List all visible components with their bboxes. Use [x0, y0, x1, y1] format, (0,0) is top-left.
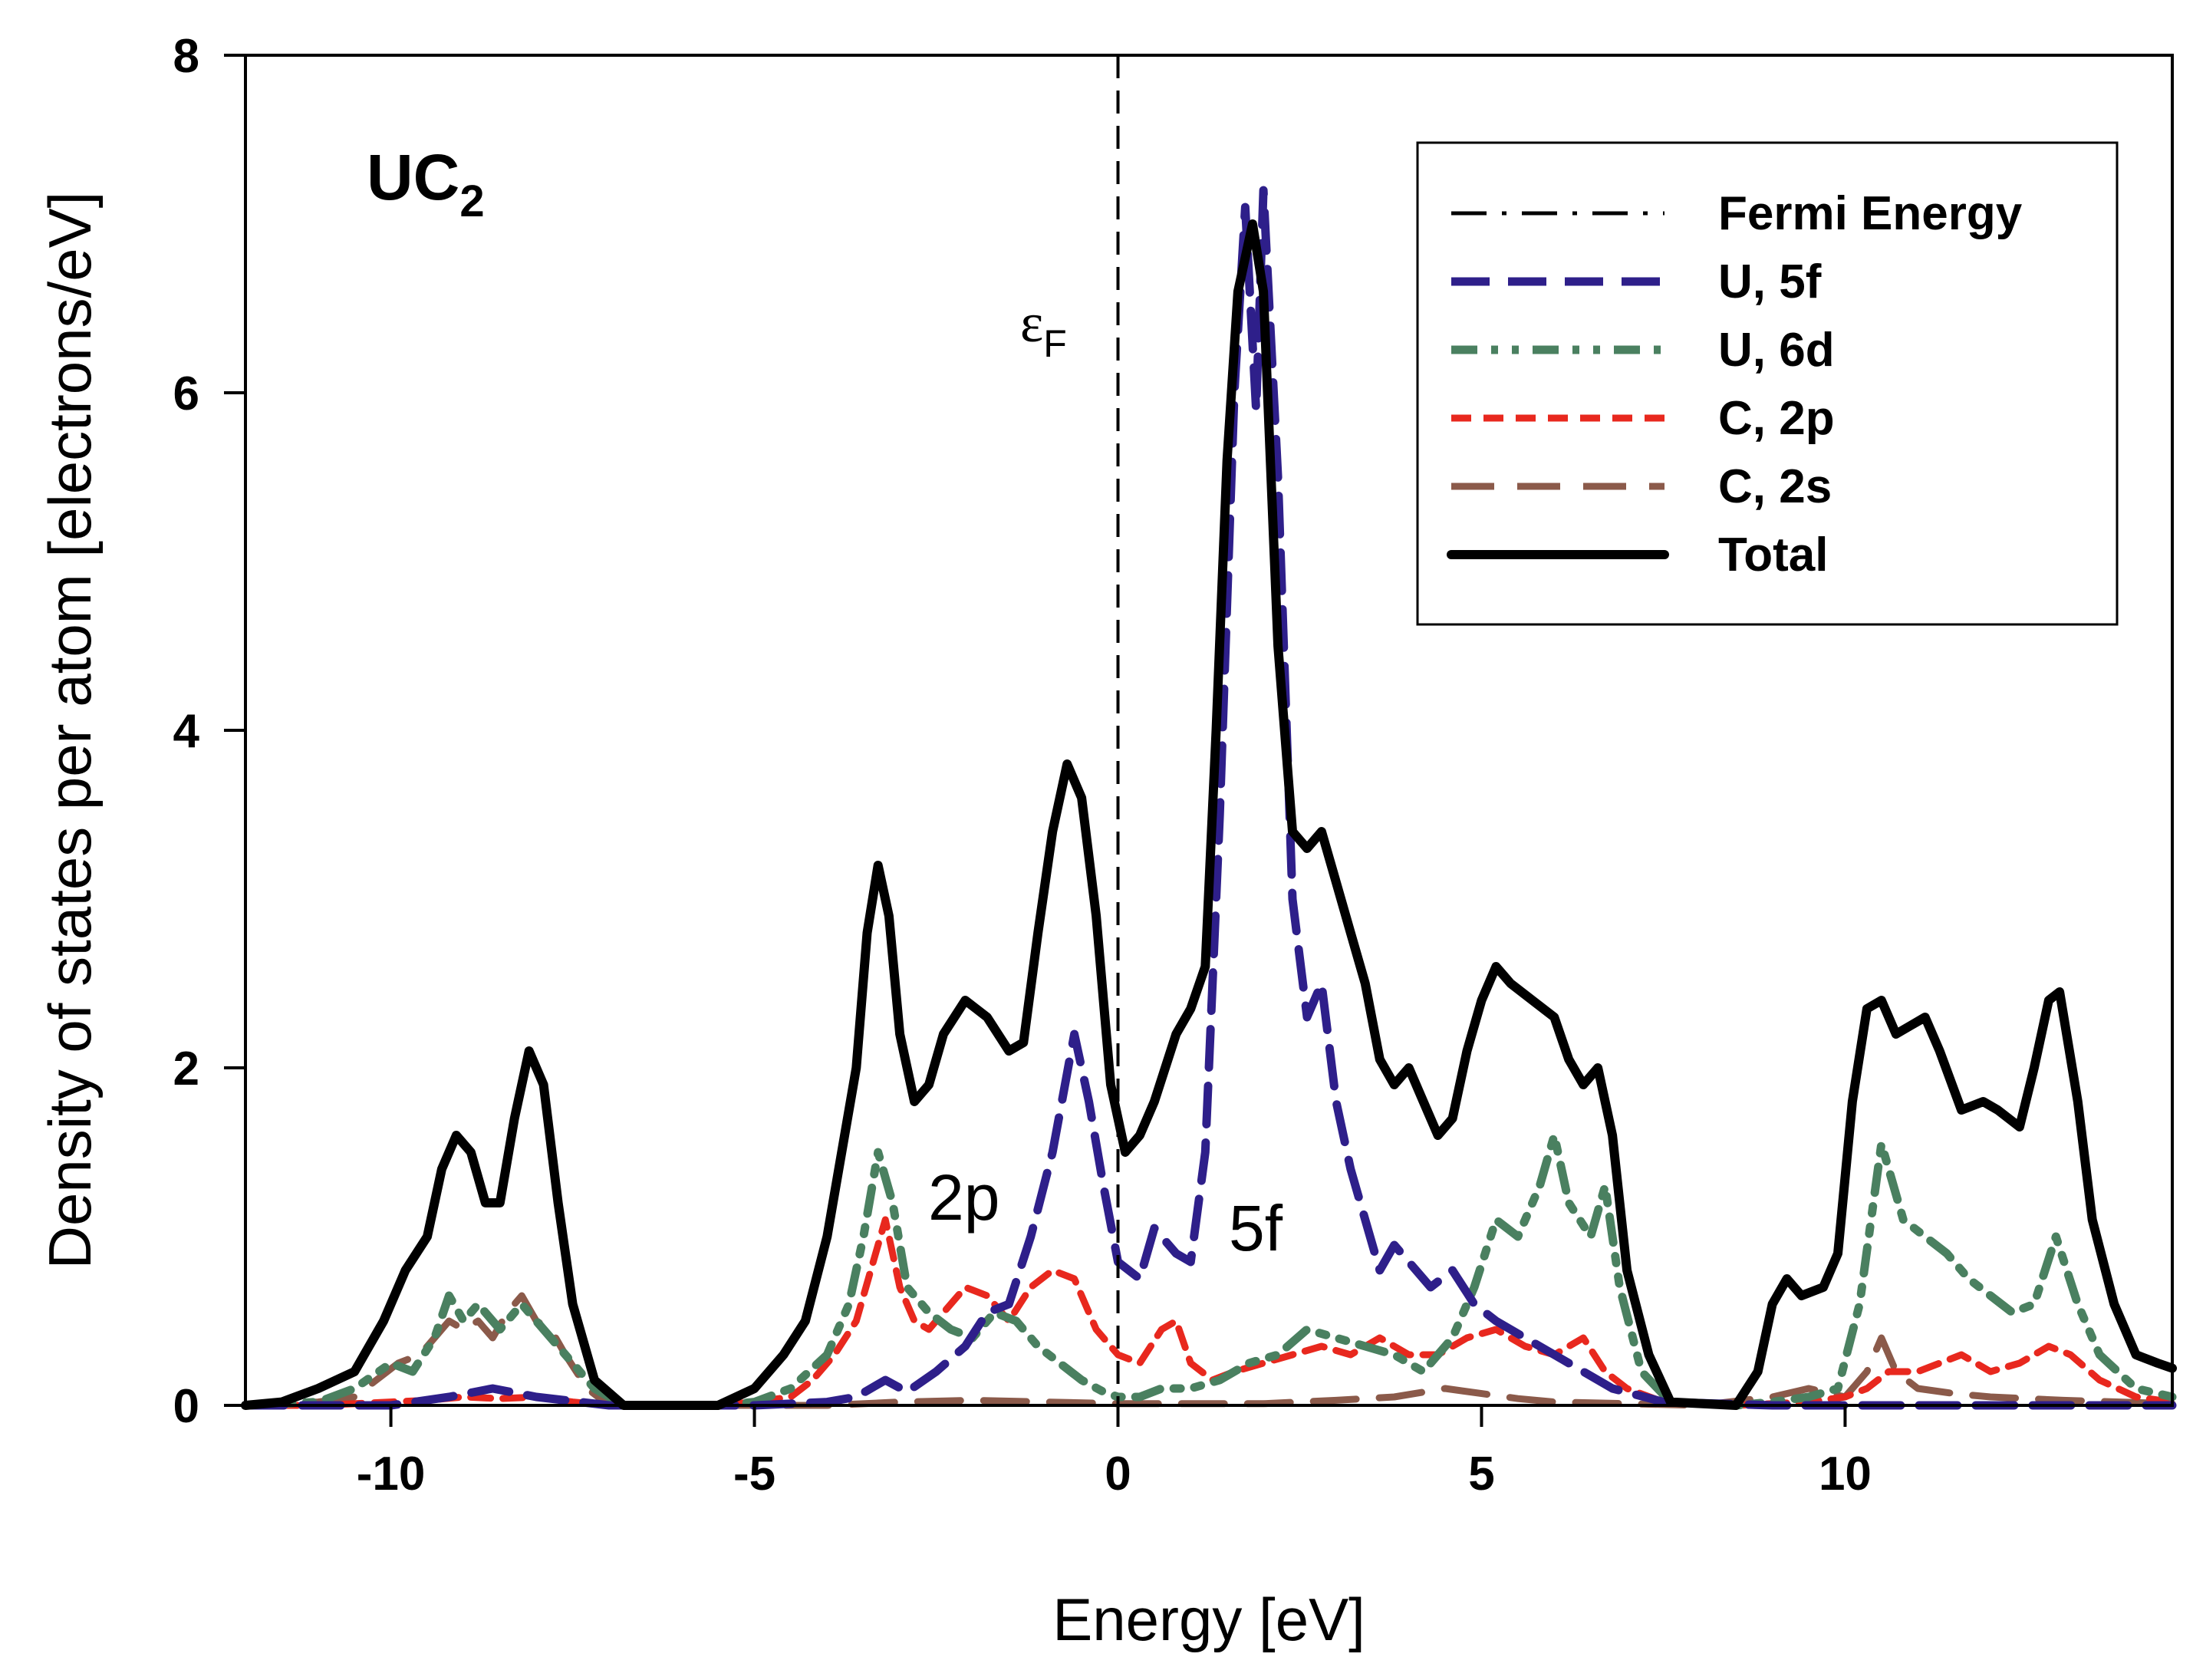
legend-box — [1416, 141, 2119, 626]
x-tick-label: 0 — [1105, 1448, 1131, 1500]
legend-samples — [1447, 211, 1669, 559]
x-tick-label: 5 — [1468, 1448, 1494, 1500]
x-tick-label: 10 — [1819, 1448, 1872, 1500]
series-line-total — [241, 219, 2177, 1410]
legend-label-c-2p: C, 2p — [1718, 392, 1835, 445]
chart-title: UC2 — [367, 141, 485, 226]
legend-label-total: Total — [1718, 529, 1829, 581]
legend-label-fermi-energy: Fermi Energy — [1718, 187, 2023, 240]
x-axis-title: Energy [eV] — [1052, 1586, 1365, 1653]
y-axis-title: Density of states per atom [electrons/eV… — [36, 192, 104, 1270]
annotation-5f: 5f — [1229, 1192, 1283, 1264]
x-tick-label: -10 — [357, 1448, 426, 1500]
y-tick-label: 2 — [173, 1043, 199, 1095]
series-line-c-2s — [242, 1292, 2176, 1409]
series-line-c-2p — [242, 1216, 2176, 1409]
series-line-u-6d — [241, 1131, 2177, 1410]
y-tick-label: 0 — [173, 1380, 199, 1433]
x-tick-label: -5 — [733, 1448, 775, 1500]
series-line-u-5f — [241, 186, 2177, 1410]
legend-label-c-2s: C, 2s — [1718, 460, 1832, 513]
legend-label-u-6d: U, 6d — [1718, 324, 1835, 377]
legend: Fermi Energy U, 5f U, 6d C, 2p C, 2s Tot… — [1416, 141, 2119, 626]
y-tick-label: 6 — [173, 367, 199, 420]
legend-label-u-5f: U, 5f — [1718, 255, 1822, 308]
annotation-2p: 2p — [928, 1161, 999, 1234]
series-layer — [241, 186, 2177, 1410]
y-tick-label: 4 — [173, 705, 200, 758]
fermi-label: εF — [1020, 292, 1067, 365]
ticks-layer: -10 -5 0 5 10 0 2 4 6 8 — [173, 30, 1872, 1500]
y-tick-label: 8 — [173, 30, 199, 83]
